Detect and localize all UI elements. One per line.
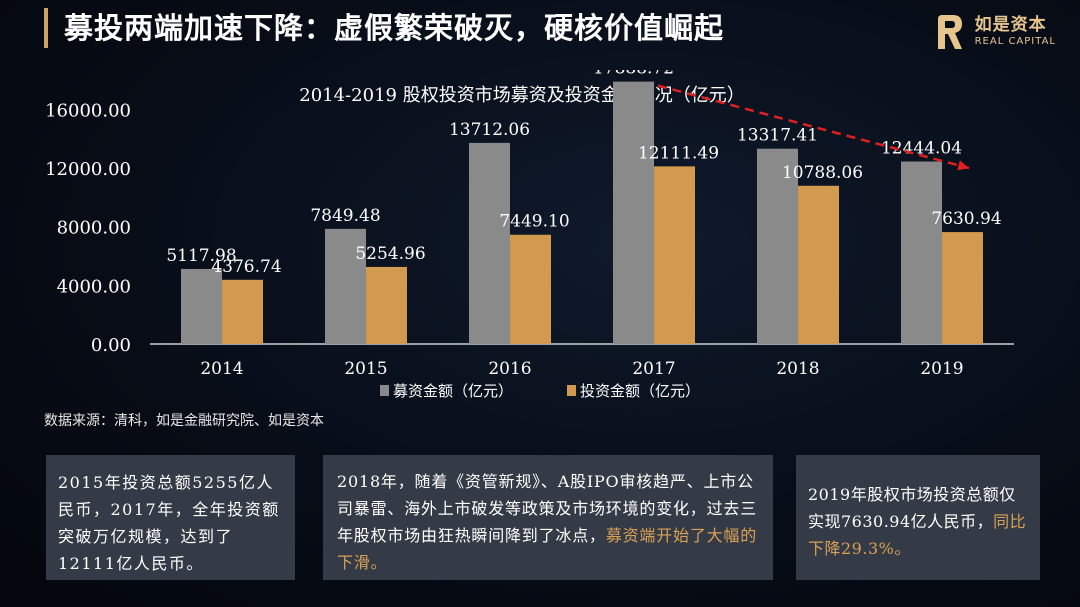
brand-subtitle: REAL CAPITAL (974, 36, 1056, 47)
note-highlight: 同比下降29.3%。 (808, 512, 1027, 558)
legend-swatch-fundraising (380, 385, 389, 396)
x-tick-label: 2015 (344, 359, 387, 379)
bar-fundraising-2014 (181, 268, 222, 344)
note-2018: 2018年，随着《资管新规》、A股IPO审核趋严、上市公司暴雷、海外上市破发等政… (323, 455, 773, 580)
data-label: 7849.48 (310, 206, 380, 226)
data-label: 4376.74 (211, 257, 281, 277)
x-tick-label: 2016 (488, 359, 531, 379)
data-label: 10788.06 (782, 163, 863, 183)
y-tick-label: 0.00 (91, 335, 131, 356)
y-tick-label: 8000.00 (57, 218, 131, 239)
note-text: 2015年投资总额5255亿人民币，2017年，全年投资额突破万亿规模，达到了1… (58, 473, 280, 573)
y-tick-label: 12000.00 (45, 159, 131, 180)
data-label: 12444.04 (881, 138, 962, 158)
legend-swatch-investment (567, 385, 576, 396)
data-source: 数据来源：清科，如是金融研究院、如是资本 (44, 413, 324, 429)
x-tick-label: 2014 (200, 359, 243, 379)
page-title: 募投两端加速下降：虚假繁荣破灭，硬核价值崛起 (64, 11, 725, 45)
data-label: 12111.49 (638, 143, 719, 163)
title-accent-bar (44, 8, 48, 48)
bar-investment-2019 (942, 232, 983, 344)
bar-fundraising-2017 (613, 81, 654, 344)
x-tick-label: 2017 (632, 359, 675, 379)
y-tick-label: 4000.00 (57, 276, 131, 297)
bar-investment-2017 (654, 166, 695, 344)
data-label: 13712.06 (449, 120, 530, 140)
chart-title: 2014-2019 股权投资市场募资及投资金额情况（亿元） (299, 85, 744, 106)
x-tick-label: 2019 (920, 359, 963, 379)
bar-investment-2014 (222, 279, 263, 344)
brand-logo: 如是资本 REAL CAPITAL (935, 10, 1056, 54)
brand-name: 如是资本 (974, 15, 1047, 35)
data-label: 7449.10 (499, 212, 569, 232)
legend-label-fundraising: 募资金额（亿元） (393, 382, 513, 400)
y-tick-label: 16000.00 (45, 100, 131, 121)
bar-fundraising-2018 (757, 148, 798, 344)
note-highlight: 募资端开始了大幅的下滑。 (337, 526, 758, 572)
bar-investment-2018 (798, 185, 839, 344)
note-text: 2018年，随着《资管新规》、A股IPO审核趋严、上市公司暴雷、海外上市破发等政… (337, 472, 758, 545)
bar-fundraising-2019 (901, 161, 942, 344)
note-2019: 2019年股权市场投资总额仅实现7630.94亿人民币，同比下降29.3%。 (796, 455, 1040, 580)
data-label: 5117.98 (166, 246, 236, 266)
data-label: 7630.94 (931, 209, 1001, 229)
x-tick-label: 2018 (776, 359, 819, 379)
investment-bar-chart: 2014-2019 股权投资市场募资及投资金额情况（亿元） 0.00 4000.00… (45, 70, 1014, 400)
bar-investment-2015 (366, 266, 407, 344)
data-label: 17888.72 (593, 70, 674, 79)
trend-arrow-head (957, 160, 969, 171)
data-label: 5254.96 (355, 244, 425, 264)
bar-investment-2016 (510, 234, 551, 344)
data-label: 13317.41 (737, 126, 818, 146)
note-text: 2019年股权市场投资总额仅实现7630.94亿人民币， (808, 485, 1016, 531)
bar-fundraising-2016 (469, 142, 510, 344)
legend-label-investment: 投资金额（亿元） (580, 382, 700, 400)
brand-logo-icon (937, 15, 962, 49)
trend-arrow-line (657, 84, 970, 170)
note-2015-2017: 2015年投资总额5255亿人民币，2017年，全年投资额突破万亿规模，达到了1… (46, 455, 295, 580)
bar-fundraising-2015 (325, 228, 366, 344)
